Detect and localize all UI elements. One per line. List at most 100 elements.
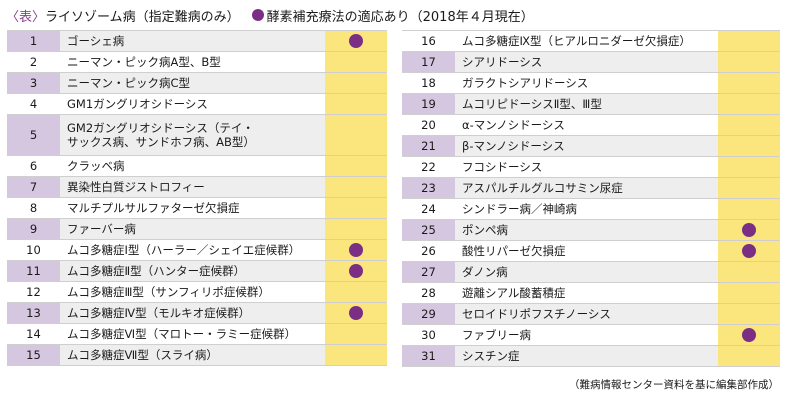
disease-name: シンドラー病／神崎病 — [455, 198, 718, 220]
row-number: 26 — [402, 240, 455, 262]
disease-name: マルチプルサルファターゼ欠損症 — [60, 197, 325, 219]
ert-cell — [718, 114, 780, 136]
disease-name: 酸性リパーゼ欠損症 — [455, 240, 718, 262]
row-number: 24 — [402, 198, 455, 220]
row-number: 15 — [7, 344, 60, 366]
row-number: 16 — [402, 30, 455, 52]
table-row: 3 ニーマン・ピック病C型 — [7, 72, 387, 94]
ert-cell — [325, 218, 387, 240]
ert-cell — [325, 260, 387, 282]
ert-cell — [325, 51, 387, 73]
table-row: 6 クラッベ病 — [7, 155, 387, 177]
table-row: 22 フコシドーシス — [402, 156, 780, 178]
ert-dot-icon — [349, 34, 363, 49]
row-number: 10 — [7, 239, 60, 261]
ert-cell — [718, 156, 780, 178]
table-row: 30 ファブリー病 — [402, 324, 780, 346]
row-number: 27 — [402, 261, 455, 283]
table-row: 26 酸性リパーゼ欠損症 — [402, 240, 780, 262]
table-row: 8 マルチプルサルファターゼ欠損症 — [7, 197, 387, 219]
ert-cell — [718, 51, 780, 73]
ert-dot-icon — [742, 328, 756, 343]
disease-name: フコシドーシス — [455, 156, 718, 178]
table-row: 20 α-マンノシドーシス — [402, 114, 780, 136]
table-row: 16 ムコ多糖症Ⅸ型（ヒアルロニダーゼ欠損症） — [402, 30, 780, 52]
ert-cell — [325, 323, 387, 345]
disease-name: ムコ多糖症Ⅰ型（ハーラー／シェイエ症候群） — [60, 239, 325, 261]
table-header: 〈表〉 ライソゾーム病（指定難病のみ） 酵素補充療法の適応あり（2018年４月現… — [6, 4, 534, 26]
row-number: 9 — [7, 218, 60, 240]
row-number: 7 — [7, 176, 60, 198]
disease-name: ムコ多糖症Ⅳ型（モルキオ症候群） — [60, 302, 325, 324]
row-number: 2 — [7, 51, 60, 73]
table-row: 9 ファーバー病 — [7, 218, 387, 240]
disease-name: ムコ多糖症Ⅲ型（サンフィリポ症候群） — [60, 281, 325, 303]
table-row: 23 アスパルチルグルコサミン尿症 — [402, 177, 780, 199]
ert-dot-icon — [742, 244, 756, 259]
table-row: 24 シンドラー病／神崎病 — [402, 198, 780, 220]
table-row: 14 ムコ多糖症Ⅵ型（マロトー・ラミー症候群） — [7, 323, 387, 345]
disease-name: GM1ガングリオシドーシス — [60, 93, 325, 115]
legend-label: 酵素補充療法の適応あり（2018年４月現在） — [266, 9, 534, 25]
table-row: 27 ダノン病 — [402, 261, 780, 283]
disease-name: ニーマン・ピック病C型 — [60, 72, 325, 94]
ert-cell — [325, 197, 387, 219]
ert-cell — [718, 198, 780, 220]
row-number: 18 — [402, 72, 455, 94]
row-number: 5 — [7, 114, 60, 156]
ert-cell — [718, 261, 780, 283]
table-title: ライソゾーム病（指定難病のみ） — [45, 9, 240, 25]
row-number: 3 — [7, 72, 60, 94]
ert-cell — [718, 30, 780, 52]
disease-name: ファブリー病 — [455, 324, 718, 346]
disease-name: ダノン病 — [455, 261, 718, 283]
disease-table-left: 1 ゴーシェ病 2 ニーマン・ピック病A型、B型 3 ニーマン・ピック病C型 4 GM1ガング… — [7, 30, 387, 366]
table-row: 10 ムコ多糖症Ⅰ型（ハーラー／シェイエ症候群） — [7, 239, 387, 261]
table-row: 1 ゴーシェ病 — [7, 30, 387, 52]
disease-table-right: 16 ムコ多糖症Ⅸ型（ヒアルロニダーゼ欠損症） 17 シアリドーシス 18 ガラクトシアリ… — [402, 30, 780, 367]
table-row: 12 ムコ多糖症Ⅲ型（サンフィリポ症候群） — [7, 281, 387, 303]
table-row: 15 ムコ多糖症Ⅶ型（スライ病） — [7, 344, 387, 366]
ert-dot-icon — [349, 306, 363, 321]
ert-cell — [325, 72, 387, 94]
row-number: 28 — [402, 282, 455, 304]
row-number: 25 — [402, 219, 455, 241]
ert-cell — [325, 155, 387, 177]
table-row: 13 ムコ多糖症Ⅳ型（モルキオ症候群） — [7, 302, 387, 324]
table-row: 31 シスチン症 — [402, 345, 780, 367]
ert-cell — [718, 240, 780, 262]
table-row: 11 ムコ多糖症Ⅱ型（ハンター症候群） — [7, 260, 387, 282]
ert-cell — [718, 72, 780, 94]
row-number: 6 — [7, 155, 60, 177]
row-number: 22 — [402, 156, 455, 178]
ert-cell — [718, 303, 780, 325]
table-row: 17 シアリドーシス — [402, 51, 780, 73]
row-number: 30 — [402, 324, 455, 346]
disease-name: シアリドーシス — [455, 51, 718, 73]
disease-name: ガラクトシアリドーシス — [455, 72, 718, 94]
ert-cell — [325, 30, 387, 52]
row-number: 29 — [402, 303, 455, 325]
row-number: 8 — [7, 197, 60, 219]
table-tag: 〈表〉 — [6, 9, 46, 25]
ert-cell — [325, 344, 387, 366]
ert-cell — [325, 281, 387, 303]
row-number: 20 — [402, 114, 455, 136]
table-row: 25 ポンペ病 — [402, 219, 780, 241]
disease-name: β-マンノシドーシス — [455, 135, 718, 157]
disease-name: α-マンノシドーシス — [455, 114, 718, 136]
ert-dot-icon — [349, 264, 363, 279]
source-note: （難病情報センター資料を基に編集部作成） — [569, 379, 779, 391]
disease-name: ムコ多糖症Ⅸ型（ヒアルロニダーゼ欠損症） — [455, 30, 718, 52]
ert-cell — [325, 239, 387, 261]
disease-name: ニーマン・ピック病A型、B型 — [60, 51, 325, 73]
disease-name: ファーバー病 — [60, 218, 325, 240]
row-number: 21 — [402, 135, 455, 157]
ert-dot-icon — [742, 223, 756, 238]
ert-cell — [325, 176, 387, 198]
row-number: 12 — [7, 281, 60, 303]
ert-cell — [718, 135, 780, 157]
table-row: 7 異染性白質ジストロフィー — [7, 176, 387, 198]
row-number: 17 — [402, 51, 455, 73]
table-row: 4 GM1ガングリオシドーシス — [7, 93, 387, 115]
